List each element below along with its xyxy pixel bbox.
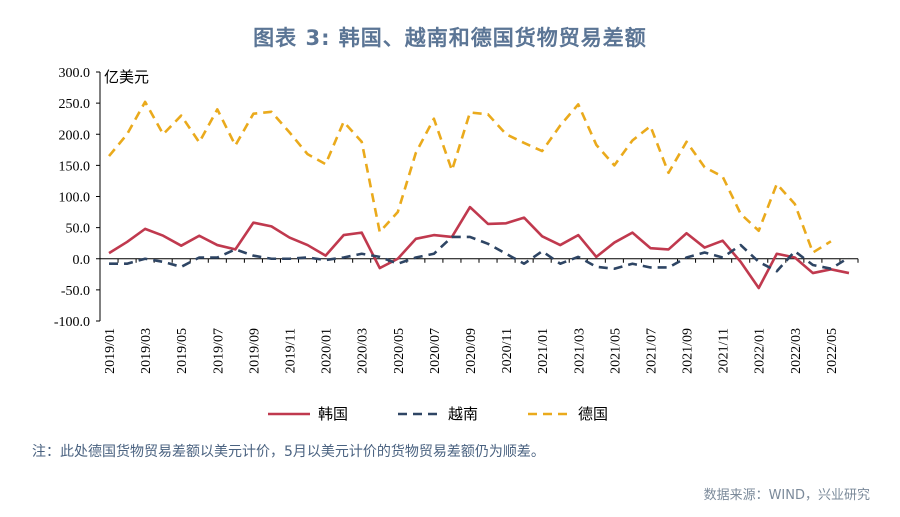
legend-label-2: 德国 (578, 405, 608, 423)
y-tick-labels: 300.0 250.0 200.0 150.0 100.0 50.0 0.0 -50.0 -10… (54, 66, 90, 330)
y-tick-label: 100.0 (59, 191, 91, 206)
chart-note: 注：此处德国货物贸易差额以美元计价，5月以美元计价的货物贸易差额仍为顺差。 (32, 444, 545, 460)
legend-label-0: 韩国 (318, 405, 348, 423)
x-tick-label: 2021/03 (572, 328, 587, 374)
x-tick-label: 2020/01 (320, 328, 335, 374)
x-tick-label: 2020/07 (428, 328, 443, 374)
x-tick-label: 2021/05 (608, 328, 623, 374)
legend-label-1: 越南 (448, 405, 478, 423)
series-line-2 (108, 100, 832, 254)
x-tick-label: 2019/09 (247, 328, 262, 374)
x-tick-label: 2021/07 (644, 328, 659, 374)
x-tick-label: 2019/05 (175, 328, 190, 374)
x-tick-label: 2020/03 (356, 328, 371, 374)
line-chart: 300.0 250.0 200.0 150.0 100.0 50.0 0.0 -50.0 -10… (54, 66, 859, 423)
x-tick-label: 2019/11 (284, 328, 299, 373)
y-tick-label: 150.0 (59, 159, 91, 174)
x-tick-label: 2020/05 (392, 328, 407, 374)
y-tick-label: 0.0 (73, 253, 91, 268)
x-tick-label: 2021/01 (536, 328, 551, 374)
x-tick-labels: 2019/01 2019/03 2019/05 2019/07 2019/09 2019/… (103, 328, 840, 374)
y-tick-label: 200.0 (59, 128, 91, 143)
x-tick-label: 2020/09 (464, 328, 479, 374)
axes (96, 71, 859, 322)
y-tick-label: 300.0 (59, 66, 91, 81)
y-tick-label: -100.0 (54, 315, 90, 330)
y-tick-label: 50.0 (66, 222, 91, 237)
y-axis-unit-label: 亿美元 (104, 68, 149, 86)
x-tick-label: 2019/01 (103, 328, 118, 374)
series-lines (108, 100, 850, 290)
x-tick-label: 2022/03 (789, 328, 804, 374)
y-tick-label: 250.0 (59, 97, 91, 112)
chart-title: 图表 3: 韩国、越南和德国货物贸易差额 (253, 26, 647, 50)
x-tick-label: 2020/11 (500, 328, 515, 373)
x-tick-label: 2021/09 (681, 328, 696, 374)
legend: 韩国 越南 德国 (268, 405, 608, 423)
series-line-1 (109, 235, 850, 273)
x-tick-label: 2019/07 (211, 328, 226, 374)
x-tick-label: 2019/03 (139, 328, 154, 374)
data-source: 数据来源：WIND，兴业研究 (703, 488, 870, 503)
series-line-0 (108, 205, 850, 290)
x-tick-label: 2021/11 (717, 328, 732, 373)
x-tick-label: 2022/05 (825, 328, 840, 374)
x-tick-label: 2022/01 (753, 328, 768, 374)
y-tick-label: -50.0 (61, 284, 90, 299)
